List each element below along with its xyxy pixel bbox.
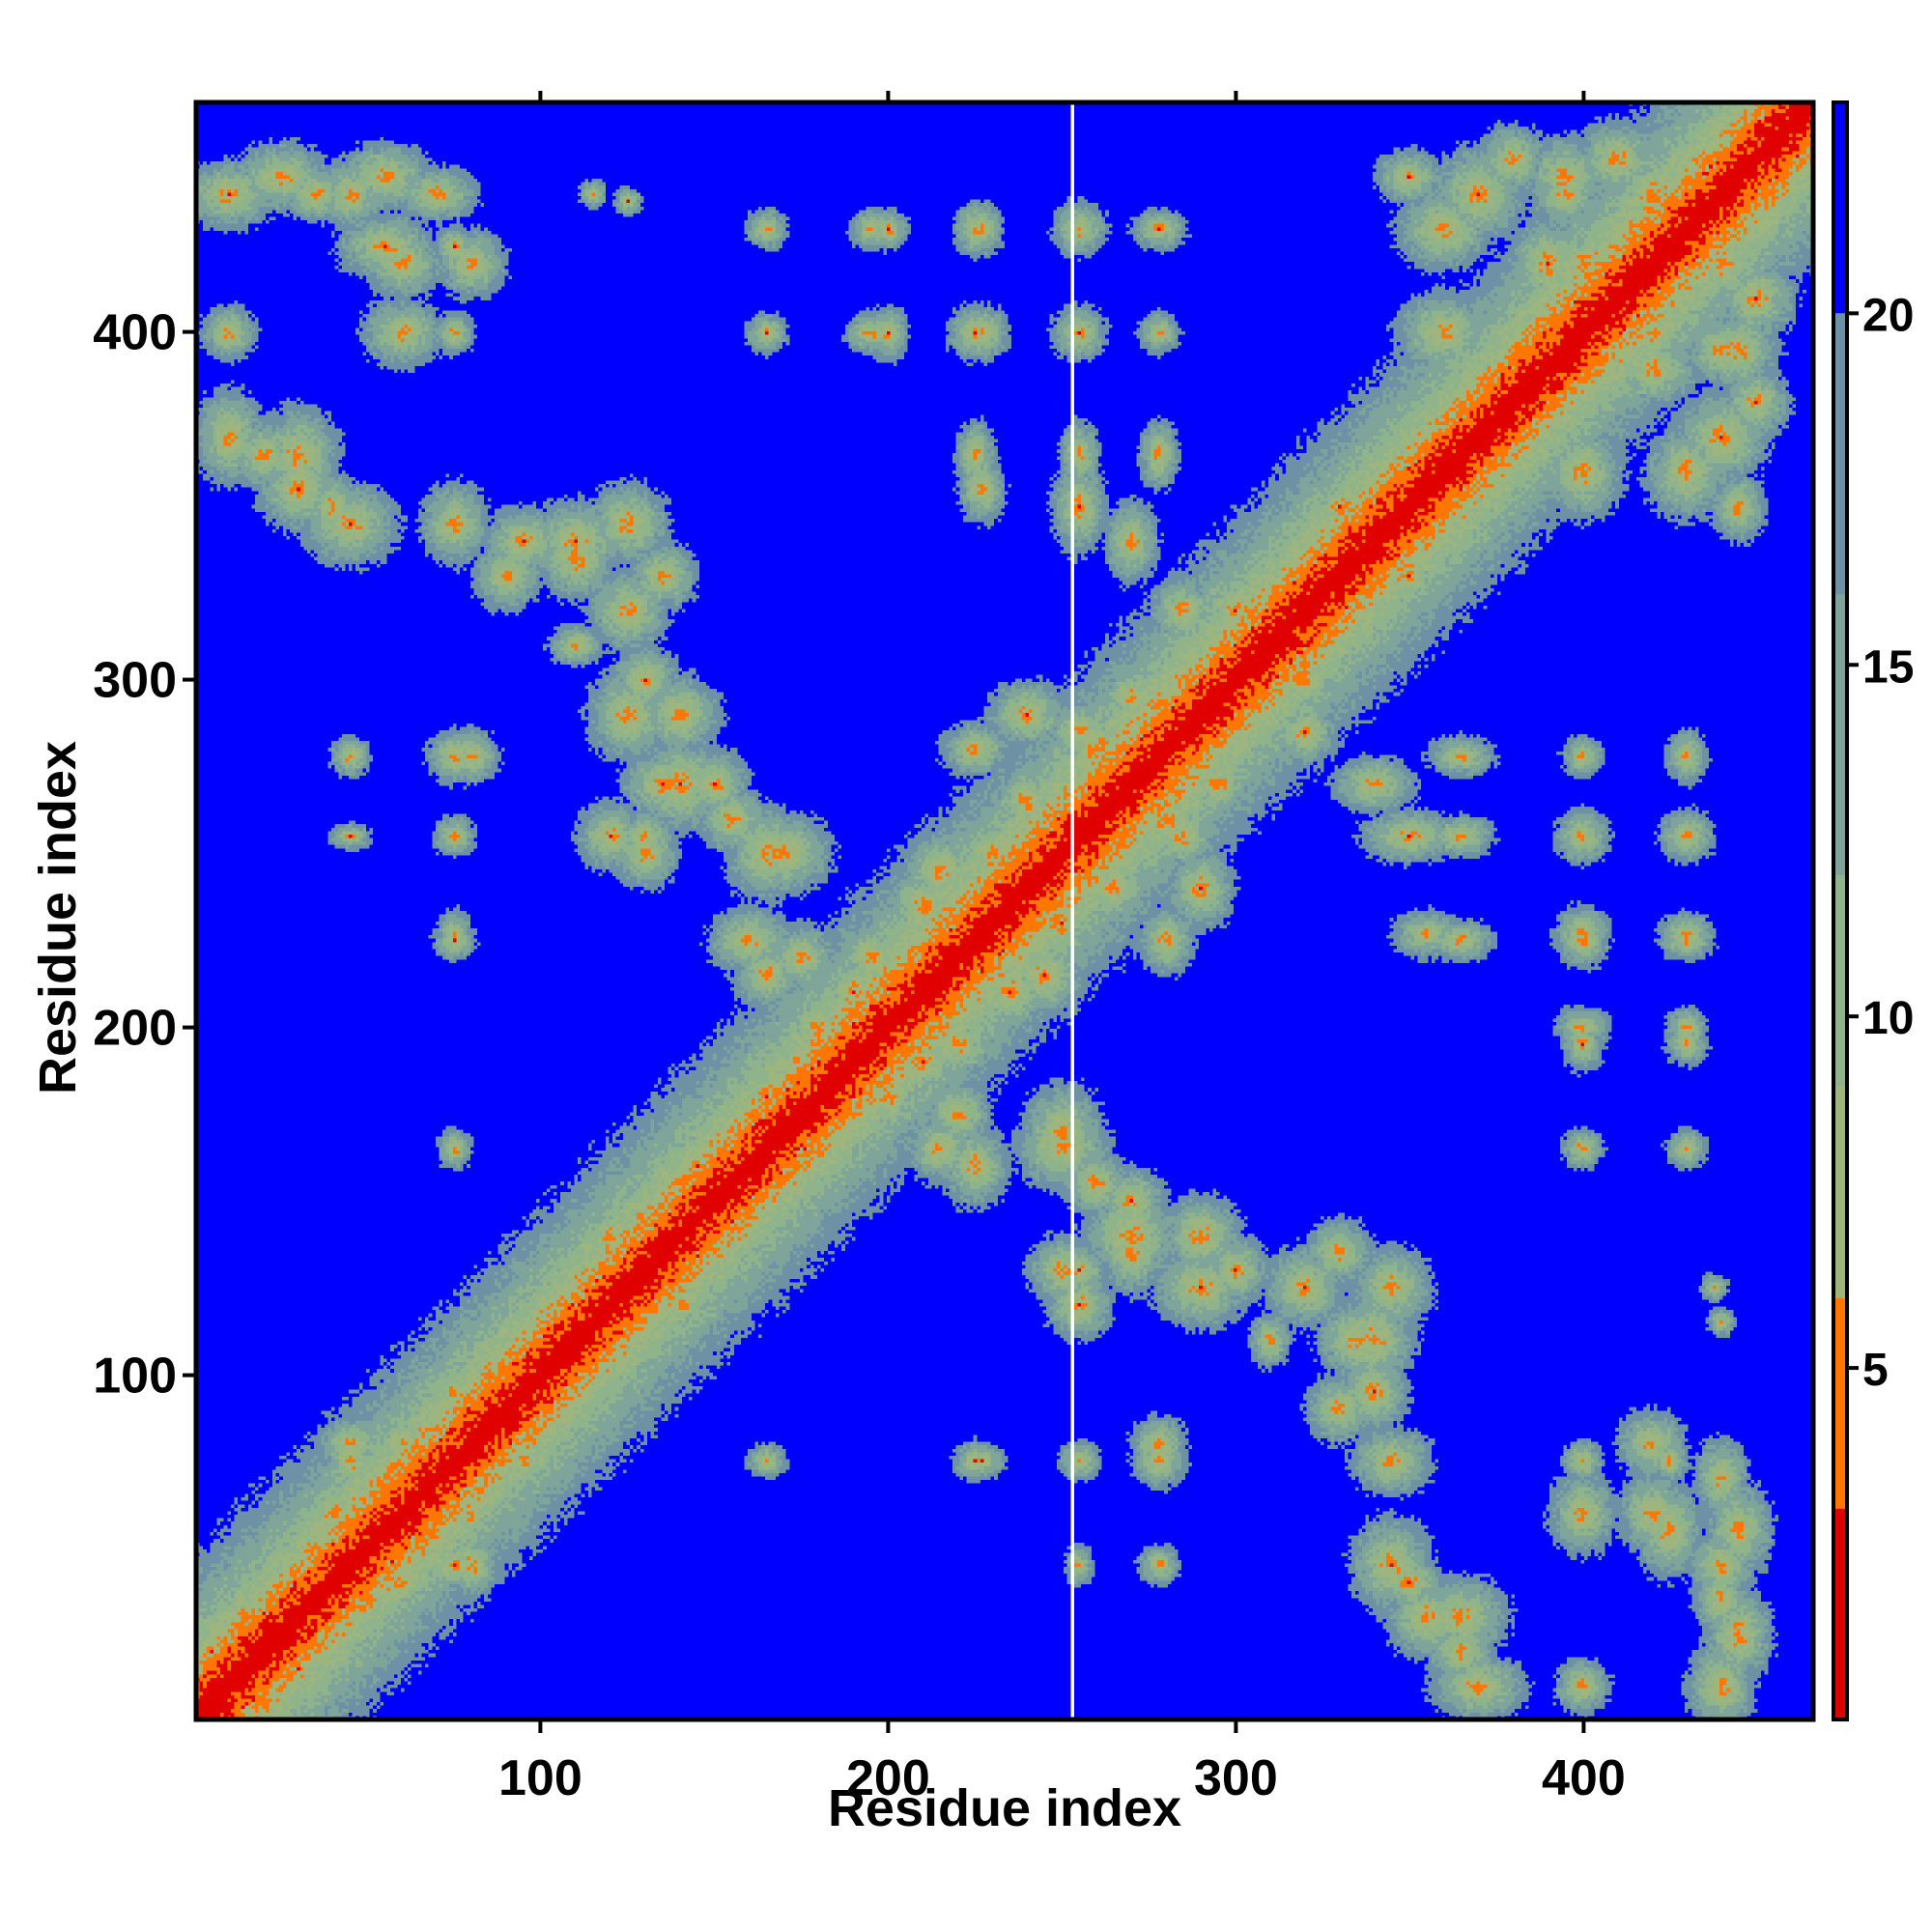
colorbar-tick-label: 15 [1862,641,1914,693]
x-axis-title: Residue index [828,1779,1181,1837]
y-tick-label: 200 [93,1001,177,1057]
y-tick-label: 400 [93,305,177,361]
colorbar-tick-label: 10 [1862,993,1914,1044]
colorbar-tick-label: 5 [1862,1345,1889,1396]
colorbar-band [1833,1086,1847,1298]
x-tick-label: 400 [1542,1750,1626,1806]
colorbar-band [1833,1297,1847,1509]
y-tick-label: 100 [93,1349,177,1405]
colorbar-band [1833,1508,1847,1719]
colorbar-frame [1832,100,1849,1721]
x-tick-label: 200 [846,1750,930,1806]
heatmap-cells [196,102,1813,1719]
colorbar: 5 10 15 20 [1832,100,1914,1721]
x-tick-label: 300 [1194,1750,1278,1806]
colorbar-band [1833,875,1847,1087]
x-tick-label: 100 [498,1750,582,1806]
y-axis-title: Residue index [29,741,87,1094]
colorbar-tick-label: 20 [1862,290,1914,341]
colorbar-band [1833,102,1847,314]
colorbar-band [1833,594,1847,876]
axes: 100 200 300 400 100 200 300 400 [93,91,1816,1806]
plot-area [196,102,1813,1719]
y-tick-label: 300 [93,653,177,709]
colorbar-band [1833,313,1847,595]
plot-frame [193,99,1816,1722]
